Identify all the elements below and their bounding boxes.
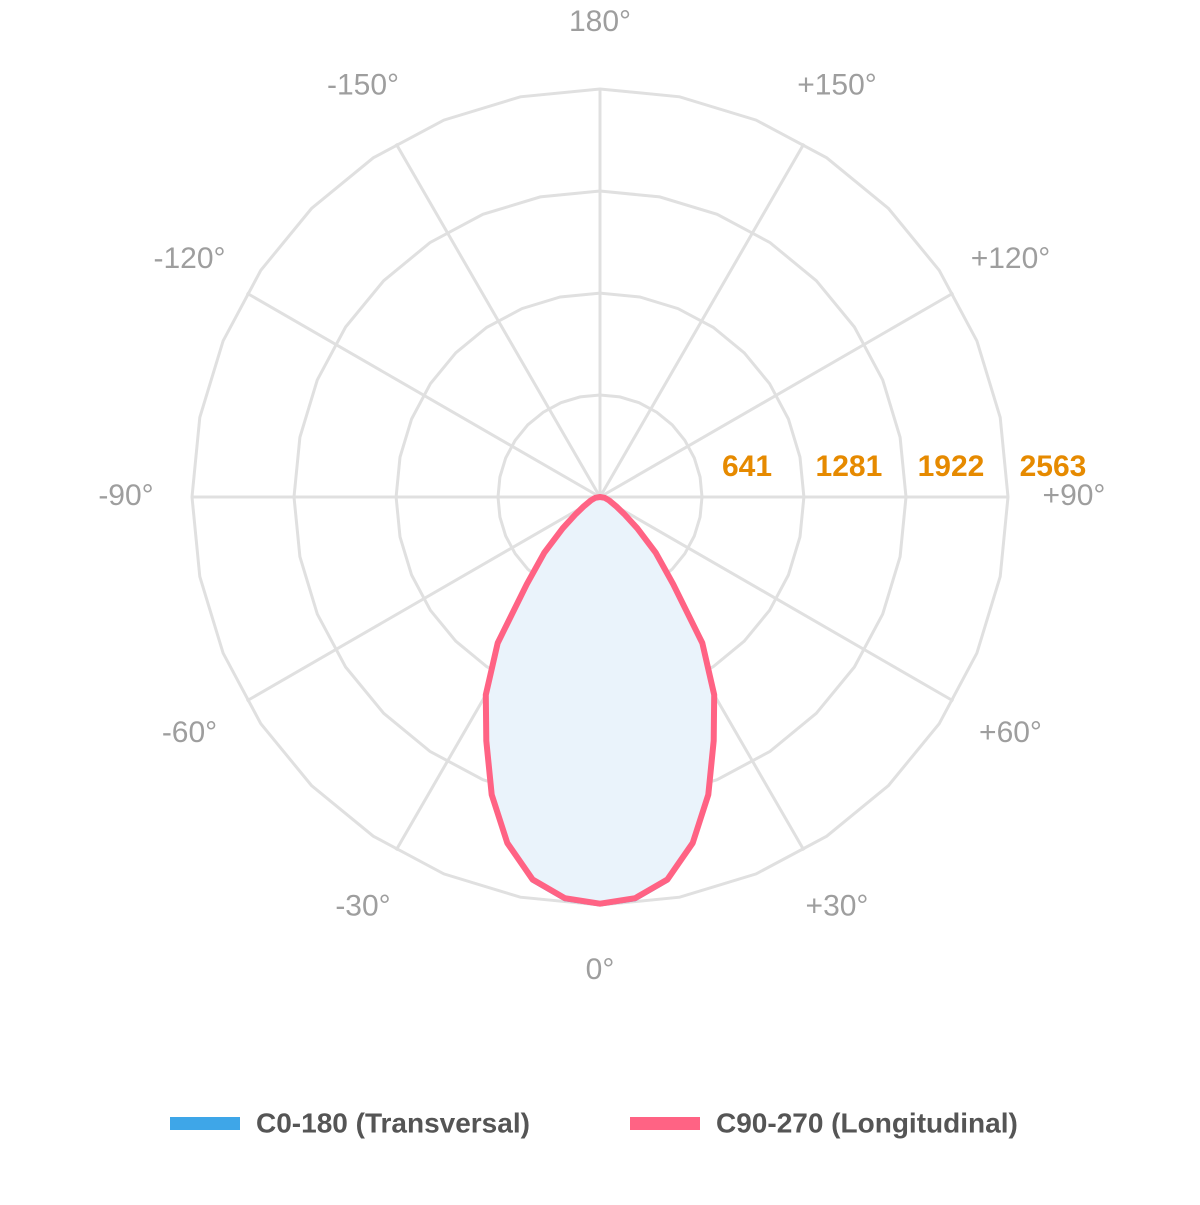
legend-swatch <box>630 1117 700 1130</box>
angle-tick-label: -150° <box>327 68 399 101</box>
radial-tick-label: 641 <box>722 450 772 483</box>
angle-tick-label: +60° <box>979 716 1042 749</box>
radial-tick-label: 1922 <box>918 450 985 483</box>
legend-swatch <box>170 1117 240 1130</box>
angle-tick-label: +120° <box>971 242 1051 275</box>
legend-item: C90-270 (Longitudinal) <box>630 1107 1018 1138</box>
legend-item: C0-180 (Transversal) <box>170 1107 530 1138</box>
angle-tick-label: -60° <box>162 716 217 749</box>
angle-tick-label: -120° <box>153 242 225 275</box>
angle-tick-label: +30° <box>806 889 869 922</box>
radial-tick-label: 1281 <box>816 450 883 483</box>
grid-spoke <box>599 291 955 499</box>
series-line <box>482 494 718 907</box>
angle-tick-label: -90° <box>98 479 153 512</box>
angle-tick-label: 180° <box>569 5 631 38</box>
angle-tick-label: 0° <box>586 953 615 986</box>
legend-label: C0-180 (Transversal) <box>256 1107 530 1138</box>
angle-tick-label: -30° <box>335 889 390 922</box>
grid-spoke <box>245 495 601 703</box>
radial-tick-label: 2563 <box>1020 450 1087 483</box>
grid-spoke <box>394 142 602 498</box>
grid-spoke <box>245 291 601 499</box>
angle-tick-label: +90° <box>1043 479 1106 512</box>
angle-tick-label: +150° <box>797 68 877 101</box>
grid-spoke <box>599 495 955 703</box>
legend-label: C90-270 (Longitudinal) <box>716 1107 1018 1138</box>
grid-spoke <box>598 142 806 498</box>
